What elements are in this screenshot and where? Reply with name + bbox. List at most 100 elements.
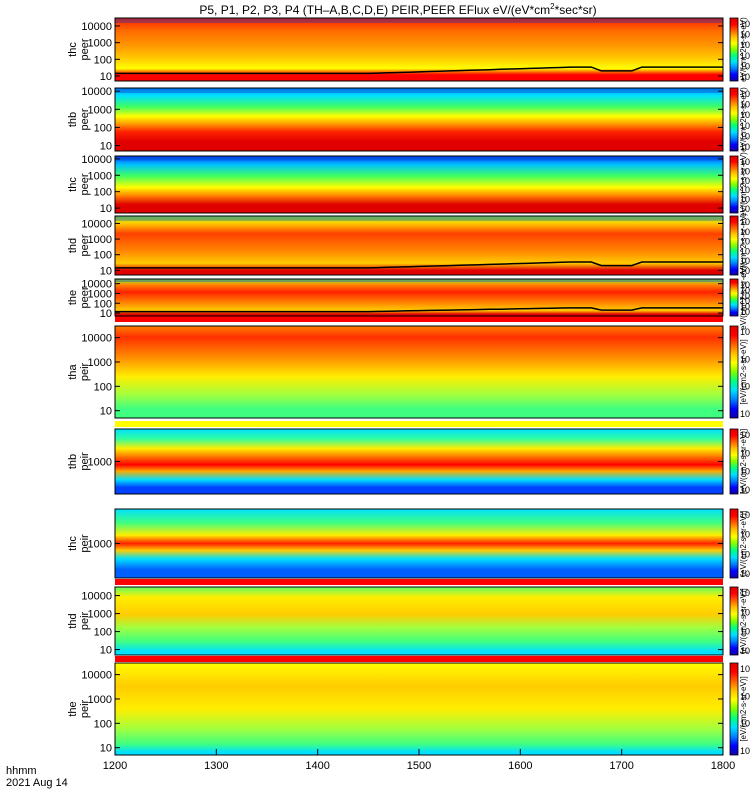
colorbar-units: [eV/(cm2-s-sr-eV)] xyxy=(739,511,748,576)
panel-probe-label: thd xyxy=(67,238,79,253)
y-tick-label: 1000 xyxy=(88,694,112,706)
colorbar-tick-label: 108 xyxy=(740,664,750,674)
colorbar-tick-label: 108 xyxy=(740,327,750,337)
y-tick-label: 1000 xyxy=(88,104,112,116)
colorbar-tick-label: 107 xyxy=(740,100,750,110)
colorbar-tick-label: 106 xyxy=(740,237,750,247)
y-tick-label: 10000 xyxy=(81,670,112,682)
panel-species-label: peir xyxy=(79,452,91,471)
y-tick-label: 10 xyxy=(100,203,112,215)
y-tick-label: 1000 xyxy=(88,539,112,551)
y-tick-label: 10 xyxy=(100,743,112,755)
y-tick-label: 100 xyxy=(94,718,112,730)
colorbar-tick-label: 105 xyxy=(740,51,750,61)
panel-spectrogram xyxy=(115,663,723,755)
y-tick-label: 10000 xyxy=(81,154,112,166)
colorbar-tick-label: 103 xyxy=(740,72,750,82)
panel-gap-bar xyxy=(115,316,723,322)
panel-spectrogram xyxy=(115,587,723,655)
panel-gap-bar xyxy=(115,579,723,585)
panel-noise-band xyxy=(115,156,723,161)
colorbar-tick-label: 104 xyxy=(740,467,750,477)
colorbar-tick-label: 108 xyxy=(740,280,750,290)
panel-frame xyxy=(114,325,724,419)
y-tick-label: 10 xyxy=(100,406,112,418)
panel-spectrogram xyxy=(115,429,723,494)
y-tick-label: 100 xyxy=(94,122,112,134)
colorbar xyxy=(729,586,739,656)
colorbar-tick-label: 105 xyxy=(740,121,750,131)
colorbar-tick-label: 107 xyxy=(740,166,750,176)
colorbar-tick-label: 108 xyxy=(740,510,750,520)
panel-noise-band xyxy=(115,88,723,94)
panel-frame xyxy=(114,155,724,214)
panel-species-label: peir xyxy=(79,362,91,381)
y-tick-label: 10000 xyxy=(81,218,112,230)
x-tick-label: 1500 xyxy=(407,760,431,772)
time-axis-label-format: hhmm xyxy=(6,765,37,777)
colorbar-tick-label: 103 xyxy=(740,266,750,276)
colorbar-tick-label: 104 xyxy=(740,382,750,392)
y-tick-label: 10000 xyxy=(81,591,112,603)
panel-frame xyxy=(114,17,724,82)
colorbar-units: eV/(cm^2-s-sr-eV) xyxy=(739,213,748,278)
panel-probe-label: thc xyxy=(67,42,79,57)
colorbar-tick-label: 106 xyxy=(740,354,750,364)
y-tick-label: 100 xyxy=(94,298,112,310)
panel-probe-label: tha xyxy=(67,363,79,379)
y-tick-label: 1000 xyxy=(88,609,112,621)
panel-species-label: peir xyxy=(79,699,91,718)
colorbar-units: eV/(cm^2-s-sr-eV) xyxy=(739,152,748,217)
colorbar-tick-label: 106 xyxy=(740,40,750,50)
panel-probe-label: thc xyxy=(67,536,79,551)
panel-gap-bar xyxy=(115,656,723,662)
colorbar-tick-label: 106 xyxy=(740,607,750,617)
y-tick-label: 10000 xyxy=(81,279,112,291)
colorbar-tick-label: 107 xyxy=(740,227,750,237)
colorbar-units: [eV/(cm2-s-sr-eV)] xyxy=(739,339,748,404)
panel-frame xyxy=(114,586,724,656)
colorbar-tick-label: 104 xyxy=(740,719,750,729)
colorbar-tick-label: 106 xyxy=(740,176,750,186)
x-tick-label: 1400 xyxy=(305,760,329,772)
y-tick-label: 10 xyxy=(100,645,112,657)
panel-species-label: peir xyxy=(79,534,91,553)
panel-probe-label: the xyxy=(67,290,79,305)
y-tick-label: 10 xyxy=(100,71,112,83)
panel-probe-label: thc xyxy=(67,177,79,192)
y-tick-label: 10 xyxy=(100,141,112,153)
colorbar xyxy=(729,662,739,756)
colorbar-tick-label: 104 xyxy=(740,627,750,637)
colorbar-tick-label: 102 xyxy=(740,646,750,656)
colorbar-tick-label: 103 xyxy=(740,142,750,152)
panel-frame xyxy=(114,215,724,276)
panel-species-label: peer xyxy=(79,38,91,60)
y-tick-label: 1000 xyxy=(88,234,112,246)
colorbar-tick-label: 103 xyxy=(740,307,750,317)
colorbar xyxy=(729,325,739,419)
colorbar-tick-label: 104 xyxy=(740,195,750,205)
panel-species-label: peir xyxy=(79,611,91,630)
y-tick-label: 100 xyxy=(94,54,112,66)
sc-potential-line xyxy=(115,307,723,313)
panel-species-label: peer xyxy=(79,286,91,308)
x-tick-label: 1300 xyxy=(204,760,228,772)
colorbar-units: [eV/(cm2-s-sr-eV)] xyxy=(739,676,748,741)
y-tick-label: 1000 xyxy=(88,457,112,469)
y-tick-label: 10000 xyxy=(81,86,112,98)
colorbar-tick-label: 106 xyxy=(740,530,750,540)
colorbar-tick-label: 104 xyxy=(740,256,750,266)
panel-probe-label: thb xyxy=(67,112,79,127)
colorbar-tick-label: 106 xyxy=(740,448,750,458)
colorbar xyxy=(729,87,739,152)
panel-frame xyxy=(114,278,724,317)
colorbar-units: eV/(cm^2-s-sr-eV) xyxy=(739,17,748,82)
panel-spectrogram xyxy=(115,156,723,213)
colorbar-tick-label: 106 xyxy=(740,691,750,701)
colorbar-tick-label: 105 xyxy=(740,185,750,195)
colorbar-tick-label: 104 xyxy=(740,131,750,141)
colorbar-tick-label: 102 xyxy=(740,409,750,419)
panel-probe-label: the xyxy=(67,701,79,716)
panel-noise-band xyxy=(115,18,723,24)
